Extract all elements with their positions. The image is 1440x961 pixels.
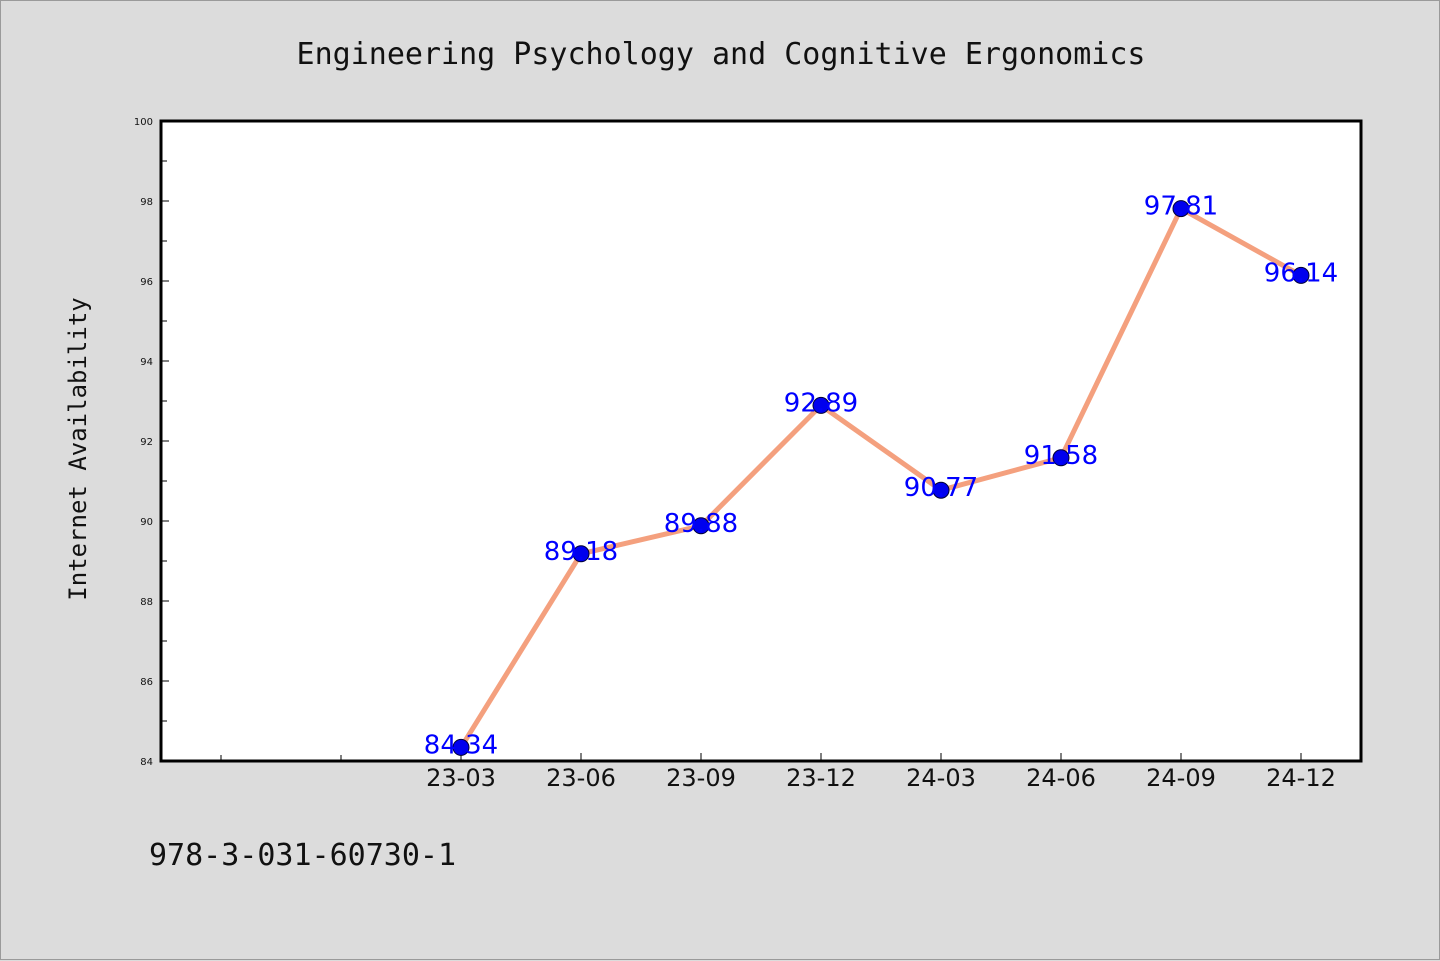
data-label: 84.34 (424, 730, 498, 760)
y-tick-label: 98 (140, 197, 153, 208)
data-point (932, 481, 950, 499)
data-point (1172, 200, 1190, 218)
data-label: 97.81 (1144, 192, 1218, 222)
x-tick-label: 23-09 (666, 764, 736, 792)
plot-area (159, 119, 1363, 763)
data-point (812, 396, 830, 414)
data-point (1052, 449, 1070, 467)
y-tick-label: 96 (140, 277, 153, 288)
y-tick-label: 88 (140, 597, 153, 608)
data-label: 96.14 (1264, 258, 1338, 288)
data-label: 89.88 (664, 509, 738, 539)
x-tick-label: 24-06 (1026, 764, 1096, 792)
y-tick-label: 86 (140, 677, 153, 688)
footer-isbn: 978-3-031-60730-1 (149, 838, 456, 873)
y-axis-label: Internet Availability (64, 297, 92, 600)
x-tick-label: 23-06 (546, 764, 616, 792)
data-label: 90.77 (904, 473, 978, 503)
x-tick-label: 24-03 (906, 764, 976, 792)
data-point (452, 738, 470, 756)
data-label: 89.18 (544, 537, 618, 567)
y-tick-label: 94 (140, 357, 153, 368)
chart-title: Engineering Psychology and Cognitive Erg… (297, 37, 1146, 72)
x-tick-label: 24-12 (1266, 764, 1336, 792)
data-labels: 84.34 89.18 89.88 92.89 90.77 91.58 97.81 96.14 (424, 192, 1338, 761)
x-tick-label: 23-12 (786, 764, 856, 792)
series-layer (452, 200, 1310, 756)
y-tick-label: 84 (140, 757, 153, 768)
y-tick-label: 92 (140, 437, 153, 448)
y-tick-label: 90 (140, 517, 153, 528)
x-axis-ticks: 23-03 23-06 23-09 23-12 24-03 24-06 24-09 24-12 (220, 753, 1336, 792)
data-point (692, 517, 710, 535)
y-tick-label: 100 (134, 117, 153, 128)
data-point (572, 545, 590, 563)
x-tick-label: 24-09 (1146, 764, 1216, 792)
series-line (458, 206, 1303, 749)
y-axis-ticks: 84 86 88 90 92 94 96 98 100 (134, 117, 169, 768)
data-label: 91.58 (1024, 441, 1098, 471)
data-label: 92.89 (784, 388, 858, 418)
x-tick-label: 23-03 (426, 764, 496, 792)
data-point (1292, 266, 1310, 284)
